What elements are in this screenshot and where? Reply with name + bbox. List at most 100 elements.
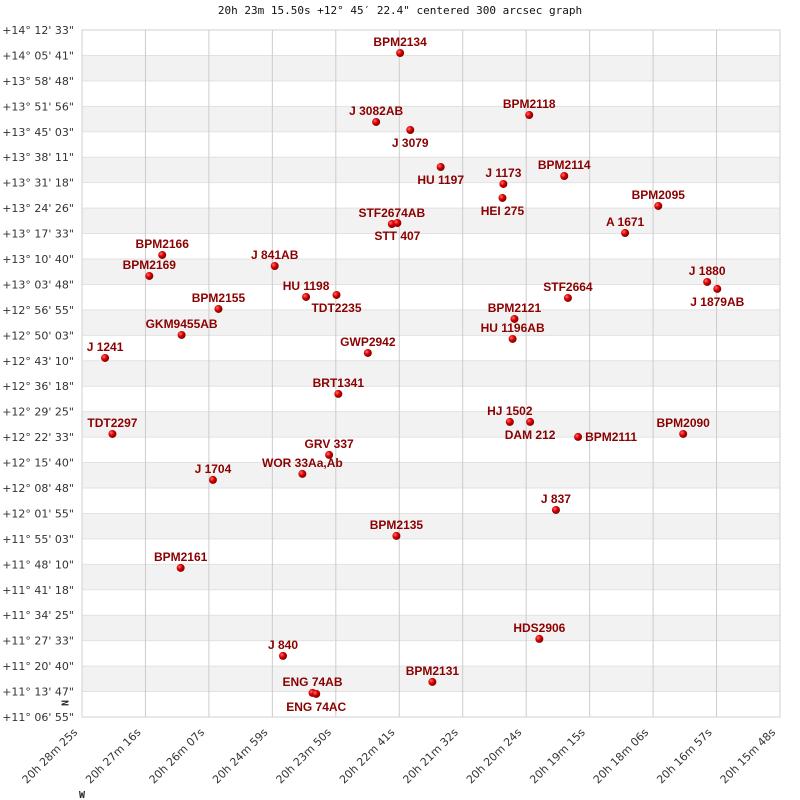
star-point [526, 417, 535, 426]
star-label: BPM2169 [123, 258, 177, 272]
star-label: J 1704 [195, 462, 232, 476]
y-tick-label: +13° 24' 26" [2, 202, 74, 215]
star-point [325, 450, 334, 459]
star-point [392, 531, 401, 540]
star-label: ENG 74AC [286, 700, 346, 714]
star-label: J 3082AB [349, 104, 403, 118]
star-label: A 1671 [606, 215, 645, 229]
grid-band [82, 360, 780, 387]
star-label: BPM2095 [632, 188, 686, 202]
y-tick-label: +12° 15' 40" [2, 457, 74, 470]
y-tick-label: +11° 41' 18" [2, 584, 74, 597]
star-point [372, 117, 381, 126]
star-label: BPM2166 [136, 237, 190, 251]
star-label: HU 1196AB [481, 321, 545, 335]
star-label: HEI 275 [481, 204, 525, 218]
star-label: TDT2235 [311, 301, 361, 315]
grid-band [82, 259, 780, 285]
star-label: BPM2121 [488, 301, 542, 315]
star-label: BPM2118 [503, 97, 556, 111]
star-point [535, 634, 544, 643]
star-point [428, 677, 437, 686]
grid-band [82, 55, 780, 81]
x-tick-label: 20h 24m 59s [210, 726, 271, 787]
y-tick-label: +12° 56' 55" [2, 304, 74, 317]
star-point [298, 469, 307, 478]
y-tick-label: +13° 58' 48" [2, 75, 74, 88]
plot-frame [81, 29, 781, 718]
y-tick-label: +13° 45' 03" [2, 126, 74, 139]
star-point [510, 314, 519, 323]
x-tick-label: 20h 16m 57s [654, 726, 715, 787]
star-point [498, 193, 507, 202]
y-tick-label: +13° 31' 18" [2, 177, 74, 190]
grid-band [82, 309, 780, 336]
star-point [145, 271, 154, 280]
y-tick-label: +13° 38' 11" [2, 151, 74, 164]
star-label: DAM 212 [505, 428, 556, 442]
y-tick-label: +12° 01' 55" [2, 507, 74, 520]
north-indicator: N [59, 700, 70, 706]
x-tick-label: 20h 15m 48s [718, 726, 779, 787]
star-point [654, 201, 663, 210]
star-label: J 3079 [392, 136, 429, 150]
star-point [574, 432, 583, 441]
grid-band [82, 208, 780, 234]
x-tick-label: 20h 26m 07s [147, 726, 208, 787]
star-point [560, 171, 569, 180]
y-tick-label: +13° 10' 40" [2, 253, 74, 266]
y-tick-label: +14° 12' 33" [2, 24, 74, 37]
star-point [679, 429, 688, 438]
y-tick-label: +11° 20' 40" [2, 660, 74, 673]
grid-band [82, 564, 780, 590]
y-tick-label: +12° 22' 33" [2, 431, 74, 444]
star-label: GRV 337 [305, 437, 354, 451]
y-tick-label: +11° 55' 03" [2, 533, 74, 546]
star-point [563, 293, 572, 302]
star-label: J 841AB [251, 248, 299, 262]
star-label: BPM2161 [154, 550, 208, 564]
star-point [332, 290, 341, 299]
y-tick-label: +11° 13' 47" [2, 686, 74, 699]
y-tick-label: +13° 51' 56" [2, 100, 74, 113]
grid-band [82, 462, 780, 488]
star-point [177, 330, 186, 339]
star-point [101, 353, 110, 362]
star-label: J 1173 [485, 166, 521, 180]
star-point [208, 475, 217, 484]
star-label: BPM2155 [192, 291, 246, 305]
star-point [393, 218, 402, 227]
star-label: HU 1197 [417, 173, 464, 187]
west-indicator: W [79, 790, 86, 800]
y-tick-label: +12° 29' 25" [2, 406, 74, 419]
star-point [551, 505, 560, 514]
x-tick-label: 20h 19m 15s [527, 726, 588, 787]
star-point [334, 389, 343, 398]
star-point [508, 334, 517, 343]
star-label: J 837 [541, 492, 571, 506]
star-point [703, 277, 712, 286]
grid-band [82, 513, 780, 539]
star-label: TDT2297 [87, 416, 137, 430]
y-tick-label: +12° 08' 48" [2, 482, 74, 495]
star-point [436, 162, 445, 171]
y-tick-label: +13° 03' 48" [2, 278, 74, 291]
star-label: HDS2906 [513, 621, 565, 635]
star-label: BPM2135 [370, 518, 424, 532]
star-label: WOR 33Aa,Ab [262, 456, 343, 470]
x-tick-label: 20h 21m 32s [400, 726, 461, 787]
star-point [363, 348, 372, 357]
star-label: J 840 [268, 638, 298, 652]
star-point [214, 304, 223, 313]
star-point [396, 49, 405, 58]
y-tick-label: +11° 27' 33" [2, 635, 74, 648]
star-point [621, 228, 630, 237]
y-tick-label: +11° 06' 55" [2, 711, 74, 724]
star-label: J 1241 [87, 340, 124, 354]
x-tick-label: 20h 27m 16s [83, 726, 144, 787]
y-tick-label: +14° 05' 41" [2, 49, 74, 62]
grid-band [82, 411, 780, 438]
star-point [279, 651, 288, 660]
star-label: BRT1341 [313, 376, 365, 390]
star-label: GWP2942 [340, 335, 396, 349]
